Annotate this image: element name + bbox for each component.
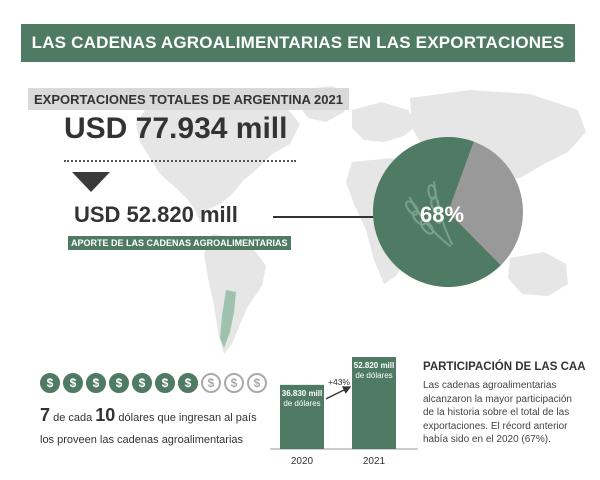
coin-row: $ $ $ $ $ $ $ $ $ $ [40, 373, 267, 393]
bar-year-label: 2020 [291, 456, 314, 467]
dollar-coin-icon: $ [109, 373, 129, 393]
ratio-de: de cada [53, 412, 93, 424]
title-banner: LAS CADENAS AGROALIMENTARIAS EN LAS EXPO… [21, 24, 575, 62]
participation-line: Las cadenas agroalimentarias [423, 380, 557, 391]
participation-description: Las cadenas agroalimentarias alcanzaron l… [423, 379, 591, 447]
bar-2021 [352, 357, 396, 449]
down-arrow-icon [72, 172, 110, 192]
growth-label: +43% [328, 377, 350, 387]
total-exports-value: USD 77.934 mill [64, 112, 288, 145]
participation-title: PARTICIPACIÓN DE LAS CAA [423, 361, 586, 373]
ratio-den: 10 [95, 405, 116, 425]
pie-percent-label: 68% [420, 202, 464, 227]
dollar-coin-icon: $ [247, 373, 267, 393]
world-map-icon [136, 86, 586, 354]
dollar-coin-icon: $ [132, 373, 152, 393]
bar-value-label: 52.820 mill [354, 361, 394, 370]
caa-exports-value: USD 52.820 mill [74, 202, 238, 227]
bar-year-label: 2021 [363, 456, 386, 467]
share-pie-chart: 68% [373, 137, 523, 287]
dollar-coin-icon: $ [224, 373, 244, 393]
bar-value-label: 36.830 mill [282, 389, 322, 398]
dollar-coin-icon: $ [201, 373, 221, 393]
dollar-coin-icon: $ [63, 373, 83, 393]
wheat-icon [405, 181, 453, 247]
caa-contribution-label: APORTE DE LAS CADENAS AGROALIMENTARIAS [68, 236, 291, 250]
growth-arrow-icon [325, 386, 352, 400]
dollar-coin-icon: $ [40, 373, 60, 393]
dollar-coin-icon: $ [155, 373, 175, 393]
participation-line: exportaciones. El récord anterior [423, 420, 568, 432]
dollar-coin-icon: $ [86, 373, 106, 393]
bar-2020 [280, 384, 324, 449]
participation-line: de la historia sobre el total de las [423, 407, 570, 419]
ratio-text-line2: los proveen las cadenas agroalimentarias [40, 434, 244, 446]
ratio-tail: dólares que ingresan al país [118, 412, 257, 424]
ratio-num: 7 [40, 405, 51, 425]
pie-slice-caa [373, 137, 501, 287]
total-exports-label: EXPORTACIONES TOTALES DE ARGENTINA 2021 [28, 88, 349, 110]
dollar-coin-icon: $ [178, 373, 198, 393]
dotted-divider [64, 160, 296, 162]
connector-line [273, 216, 377, 218]
participation-line: alcanzaron la mayor participación [423, 393, 572, 405]
ratio-text: 7 de cada 10 dólares que ingresan al paí… [40, 405, 257, 426]
participation-line: había sido en el 2020 (67%). [423, 434, 551, 446]
bar-value-unit: de dólares [355, 371, 392, 380]
bar-value-unit: de dólares [283, 399, 320, 408]
